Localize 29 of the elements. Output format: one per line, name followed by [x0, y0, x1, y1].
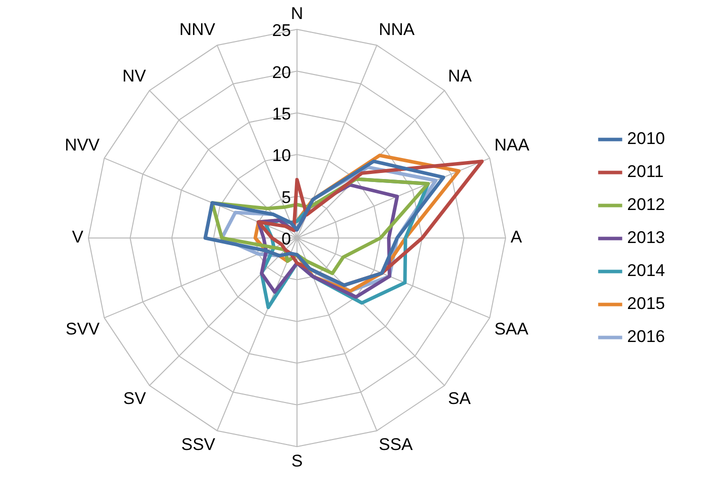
legend-label: 2010 — [627, 129, 666, 148]
spoke-label: SSV — [181, 435, 216, 454]
spoke-label: SSA — [378, 435, 414, 454]
spoke-label: NA — [448, 66, 472, 86]
spoke-label: NVV — [64, 136, 100, 155]
spoke-label: SVV — [66, 320, 100, 339]
y-tick-label: 25 — [272, 21, 291, 40]
y-tick-label: 15 — [272, 104, 291, 124]
spoke-label: N — [290, 4, 304, 23]
spoke-label: V — [72, 228, 84, 247]
spoke-label: NNA — [378, 20, 416, 40]
y-tick-label: 5 — [282, 188, 291, 207]
legend-label: 2012 — [627, 195, 666, 214]
spoke-label: SA — [448, 388, 472, 408]
spoke-label: NAA — [494, 136, 530, 155]
legend-label: 2013 — [627, 228, 666, 248]
spoke-label: S — [291, 451, 303, 470]
y-tick-label: 10 — [272, 146, 291, 166]
spoke-label: A — [510, 228, 523, 247]
spoke-label: NNV — [179, 20, 216, 40]
spoke-label: NV — [122, 66, 147, 86]
spoke-label: SV — [123, 388, 147, 408]
legend-label: 2011 — [627, 162, 664, 182]
legend-label: 2014 — [627, 261, 666, 280]
legend-label: 2016 — [627, 327, 666, 346]
spoke-label: SAA — [494, 320, 530, 339]
y-tick-label: 20 — [272, 62, 291, 82]
y-tick-label: 0 — [282, 230, 291, 249]
legend-label: 2015 — [627, 294, 666, 314]
